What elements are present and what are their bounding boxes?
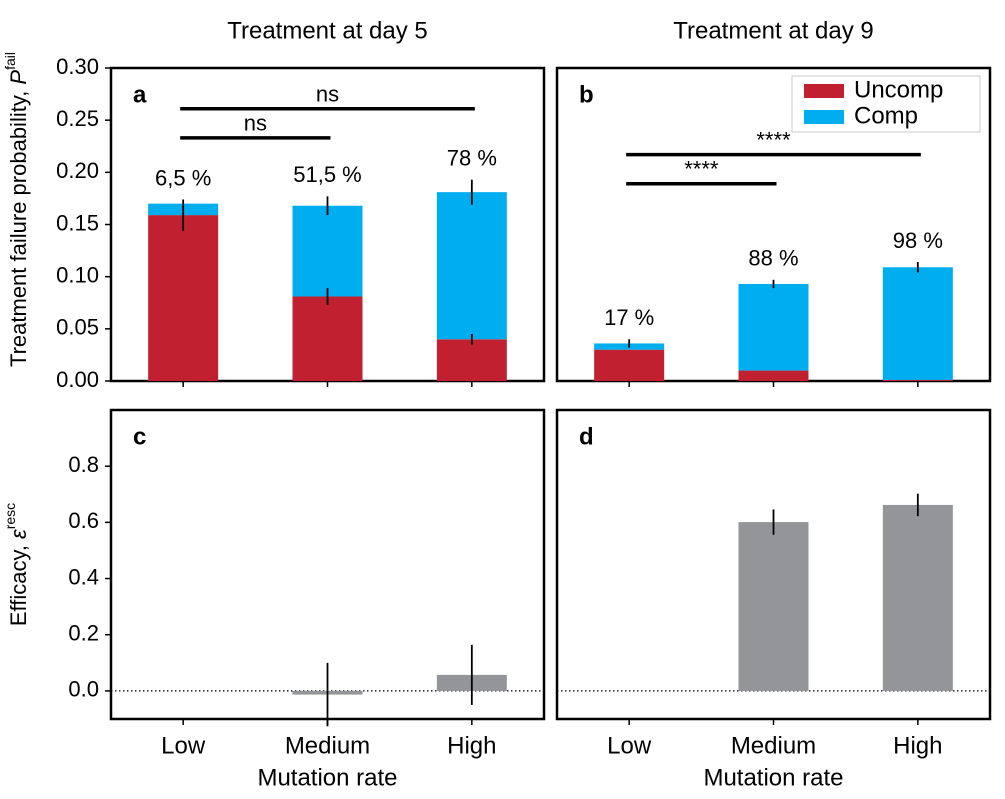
x-tick-label: High — [447, 732, 496, 759]
bar-segment — [738, 283, 809, 371]
y-label-symbol: P — [6, 70, 31, 85]
significance-label: **** — [684, 157, 719, 182]
bar — [882, 504, 953, 691]
x-tick-label: Medium — [731, 732, 816, 759]
y-tick-label: 0.25 — [56, 106, 99, 131]
y-tick-label: 0.4 — [68, 564, 99, 589]
bar-segment — [882, 379, 953, 381]
bar-segment — [436, 192, 507, 340]
y-label-text: Treatment failure probability, — [6, 85, 31, 367]
bar-label: 51,5 % — [293, 162, 362, 187]
bar-segment — [292, 205, 363, 297]
y-tick-label: 0.00 — [56, 367, 99, 392]
bar-label: 78 % — [447, 145, 497, 170]
panel-label: d — [579, 423, 594, 450]
x-tick-label: Low — [161, 732, 206, 759]
x-axis-label: Mutation rate — [257, 764, 397, 791]
x-tick-label: Medium — [285, 732, 370, 759]
y-tick-label: 0.0 — [68, 677, 99, 702]
x-axis-label: Mutation rate — [703, 764, 843, 791]
y-axis-label: Treatment failure probability, Pfail — [2, 52, 31, 367]
bar-label: 6,5 % — [155, 165, 211, 190]
panel-label: a — [133, 81, 147, 108]
panel-label: c — [133, 423, 146, 450]
y-label-subscript: resc — [2, 503, 18, 529]
bar-label: 17 % — [604, 305, 654, 330]
y-label-text: Efficacy, — [6, 539, 31, 626]
significance-label: **** — [756, 127, 791, 152]
bar-segment — [148, 215, 219, 381]
y-axis-label: Efficacy, εresc — [2, 503, 31, 626]
y-tick-label: 0.2 — [68, 621, 99, 646]
y-tick-label: 0.10 — [56, 262, 99, 287]
y-tick-label: 0.30 — [56, 54, 99, 79]
y-label-symbol: ε — [6, 529, 31, 539]
x-tick-label: High — [893, 732, 942, 759]
significance-label: ns — [244, 111, 267, 136]
y-tick-label: 0.6 — [68, 508, 99, 533]
y-tick-label: 0.20 — [56, 158, 99, 183]
panel-title: Treatment at day 5 — [227, 17, 428, 44]
legend-swatch — [804, 84, 844, 98]
legend-swatch — [804, 110, 844, 124]
legend-label: Comp — [854, 102, 918, 129]
y-tick-label: 0.15 — [56, 210, 99, 235]
bar-segment — [738, 370, 809, 381]
bar-segment — [594, 349, 665, 381]
panel-title: Treatment at day 9 — [673, 17, 874, 44]
bar-label: 98 % — [893, 228, 943, 253]
x-tick-label: Low — [607, 732, 652, 759]
bar-segment — [292, 296, 363, 381]
bar-segment — [436, 339, 507, 381]
bar-label: 88 % — [748, 246, 798, 271]
y-tick-label: 0.8 — [68, 452, 99, 477]
y-label-subscript: fail — [2, 52, 18, 70]
y-tick-label: 0.05 — [56, 315, 99, 340]
panel-label: b — [579, 81, 594, 108]
bar-segment — [882, 267, 953, 380]
significance-label: ns — [316, 82, 339, 107]
legend-label: Uncomp — [854, 76, 943, 103]
bar — [738, 522, 809, 691]
